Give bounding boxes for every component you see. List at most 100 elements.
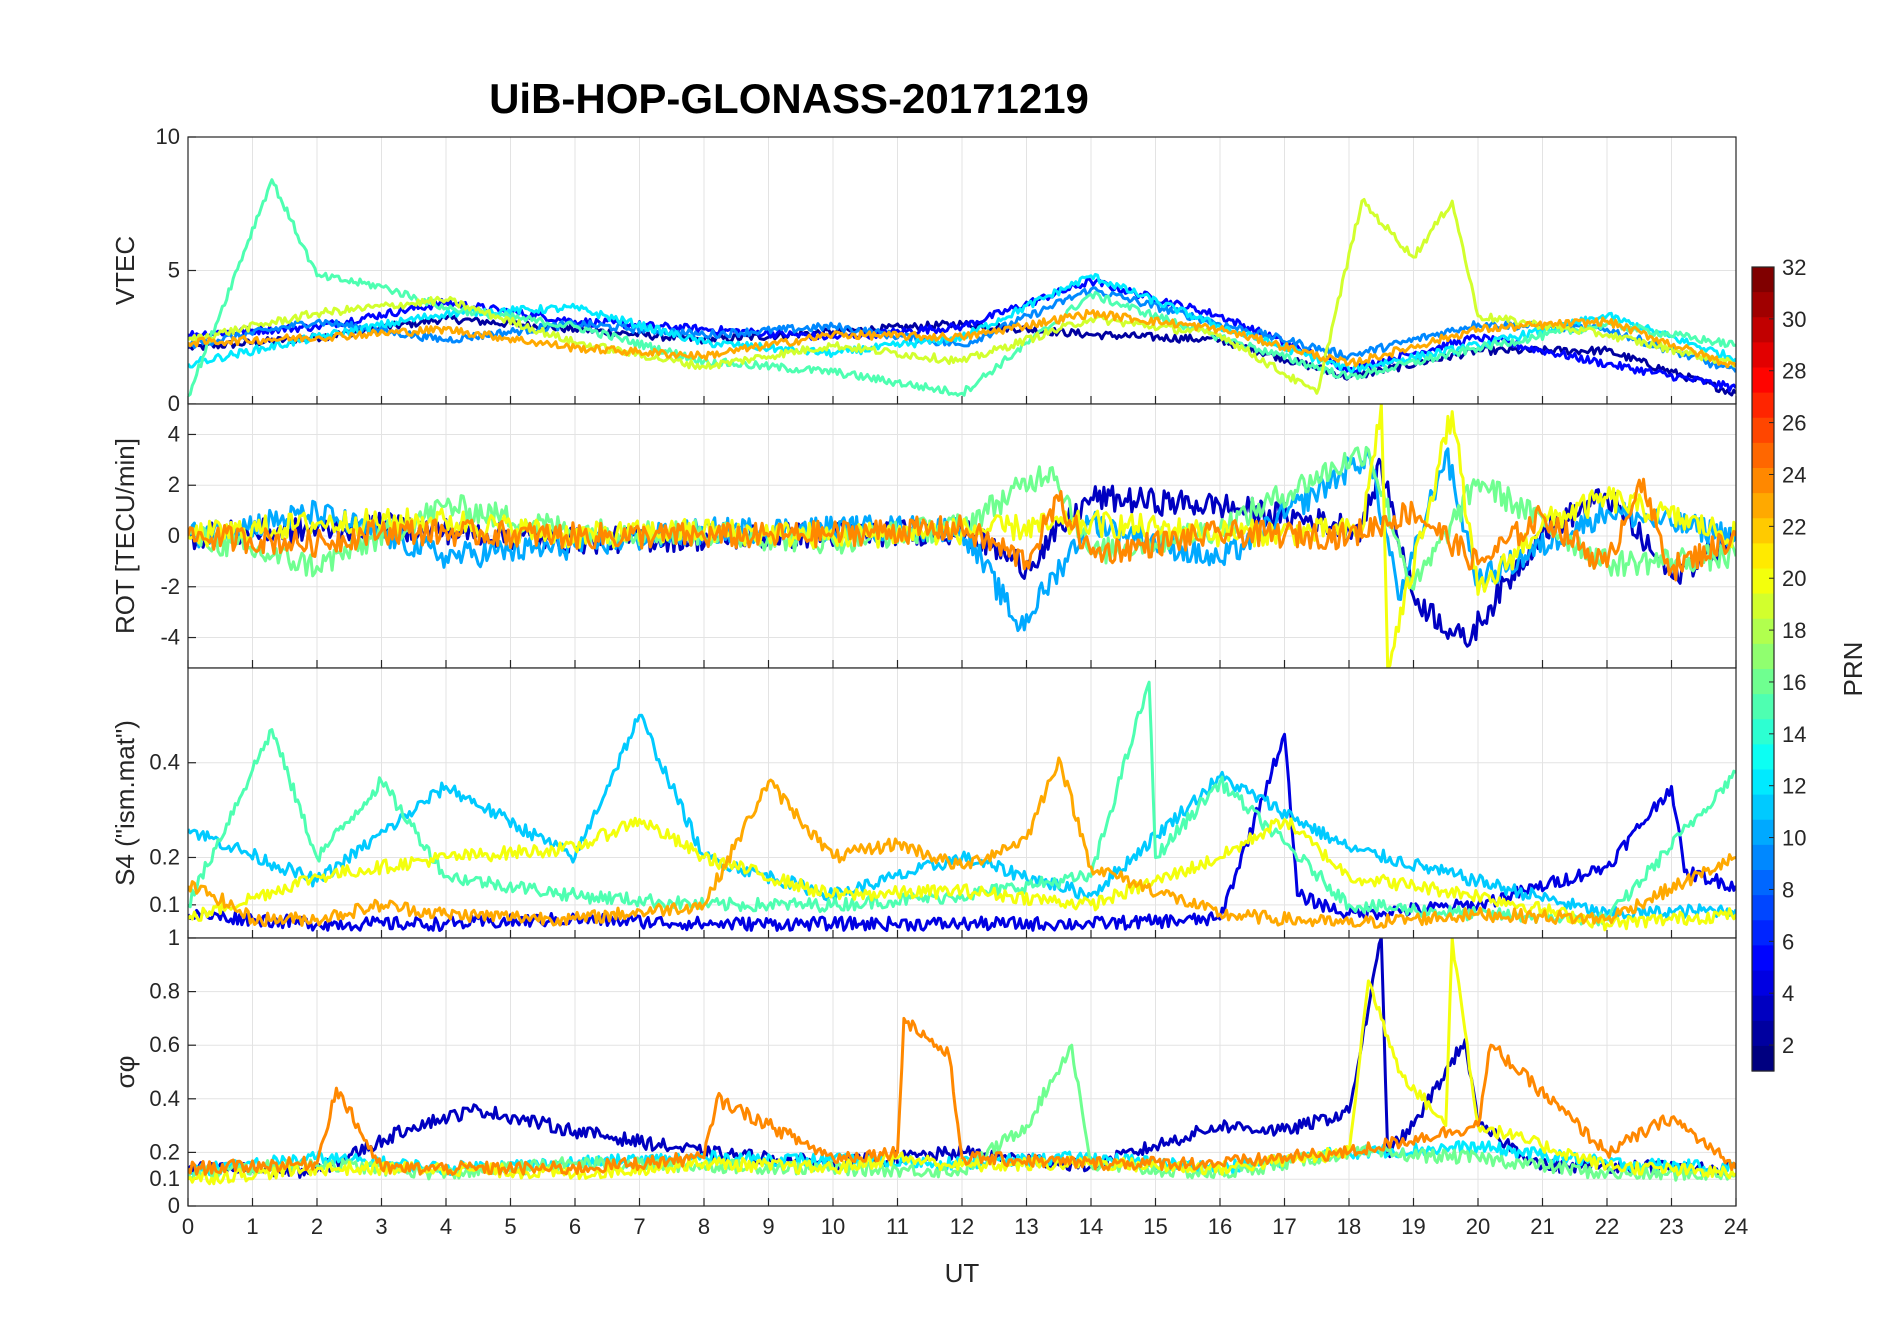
colorbar-tick-label: 16 [1782, 670, 1806, 695]
colorbar-tick-label: 24 [1782, 462, 1806, 487]
colorbar-segment [1752, 870, 1774, 896]
y-axis-label-s4: S4 ("ism.mat") [110, 720, 140, 886]
x-tick-label: 9 [762, 1214, 774, 1239]
colorbar-tick-label: 12 [1782, 774, 1806, 799]
colorbar-segment [1752, 292, 1774, 318]
colorbar-tick-label: 8 [1782, 877, 1794, 902]
y-tick-label: 5 [168, 258, 180, 283]
colorbar-segment [1752, 744, 1774, 771]
colorbar-segment [1752, 342, 1774, 369]
x-tick-label: 4 [440, 1214, 452, 1239]
series-line-prn-16 [188, 1043, 1736, 1182]
colorbar-segment [1752, 317, 1774, 343]
y-tick-label: 0.4 [149, 750, 180, 775]
series-line-prn-5 [188, 277, 1736, 393]
x-tick-label: 12 [950, 1214, 974, 1239]
colorbar-tick-label: 20 [1782, 566, 1806, 591]
series-line-prn-4 [188, 732, 1736, 932]
x-tick-label: 1 [246, 1214, 258, 1239]
colorbar-segment [1752, 1045, 1774, 1072]
series-line-prn-23 [188, 308, 1736, 369]
series-group-sigma [188, 938, 1736, 1186]
y-tick-label: 0.1 [149, 1166, 180, 1191]
x-tick-label: 21 [1530, 1214, 1554, 1239]
x-tick-label: 8 [698, 1214, 710, 1239]
colorbar-segment [1752, 468, 1774, 494]
colorbar-tick-label: 2 [1782, 1033, 1794, 1058]
x-tick-label: 6 [569, 1214, 581, 1239]
colorbar-tick-label: 18 [1782, 618, 1806, 643]
colorbar-segment [1752, 844, 1774, 871]
colorbar-segment [1752, 970, 1774, 997]
x-tick-label: 22 [1595, 1214, 1619, 1239]
series-line-prn-24 [188, 1016, 1736, 1176]
x-tick-label: 19 [1401, 1214, 1425, 1239]
y-tick-label: 0.6 [149, 1032, 180, 1057]
colorbar-segment [1752, 518, 1774, 544]
panel-sigma: 00.10.2 0.4 0.6 0.8 1 σφ [110, 925, 1737, 1218]
y-tick-label: 1 [168, 925, 180, 950]
colorbar-tick-label: 14 [1782, 722, 1806, 747]
colorbar-segment [1752, 267, 1774, 293]
x-tick-label: 24 [1724, 1214, 1748, 1239]
x-tick-label: 20 [1466, 1214, 1490, 1239]
x-tick-label: 18 [1337, 1214, 1361, 1239]
panel-sigma-frame [187, 937, 1737, 1207]
colorbar-segment [1752, 945, 1774, 972]
x-tick-label: 16 [1208, 1214, 1232, 1239]
colorbar-segment [1752, 995, 1774, 1022]
colorbar-tick-label: 22 [1782, 514, 1806, 539]
panel-vtec: 0 5 10 VTEC [110, 124, 1737, 416]
x-tick-label: 17 [1272, 1214, 1296, 1239]
y-axis-label-vtec: VTEC [110, 236, 140, 305]
colorbar-tick-label: 26 [1782, 411, 1806, 436]
y-tick-label: 0.1 [149, 892, 180, 917]
series-line-prn-19 [188, 198, 1736, 395]
colorbar-tick-label: 6 [1782, 929, 1794, 954]
series-group-vtec [188, 178, 1736, 398]
colorbar-segment [1752, 367, 1774, 394]
x-tick-label: 15 [1143, 1214, 1167, 1239]
y-tick-label: -2 [160, 574, 180, 599]
colorbar-tick-label: 28 [1782, 359, 1806, 384]
colorbar-frame [1751, 266, 1775, 1072]
x-tick-label: 2 [311, 1214, 323, 1239]
y-axis-label-sigma: σφ [110, 1056, 140, 1089]
colorbar-label: PRN [1838, 642, 1868, 697]
colorbar-tick-label: 4 [1782, 981, 1794, 1006]
colorbar-tick-label: 32 [1782, 255, 1806, 280]
x-tick-label: 13 [1014, 1214, 1038, 1239]
y-tick-label: 0.2 [149, 844, 180, 869]
colorbar-segment [1752, 392, 1774, 419]
x-tick-label: 0 [182, 1214, 194, 1239]
series-line-prn-11 [188, 713, 1736, 921]
y-tick-label: 0 [168, 523, 180, 548]
colorbar-segment [1752, 543, 1774, 570]
colorbar-segment [1752, 719, 1774, 745]
y-tick-label: 0 [168, 391, 180, 416]
series-line-prn-23 [188, 756, 1736, 929]
x-tick-label: 5 [504, 1214, 516, 1239]
series-group-s4 [188, 680, 1736, 932]
series-line-prn-15 [188, 178, 1736, 398]
colorbar-segment [1752, 568, 1774, 595]
colorbar-segment [1752, 493, 1774, 519]
panel-rot: -4 -2 0 2 4 ROT [TECU/min] [110, 403, 1737, 669]
colorbar-segment [1752, 769, 1774, 796]
colorbar-segment [1752, 920, 1774, 946]
x-axis-label: UT [945, 1258, 980, 1288]
x-tick-label: 7 [633, 1214, 645, 1239]
y-tick-label: 10 [156, 124, 180, 149]
colorbar-segment [1752, 643, 1774, 670]
panel-s4: 0.1 0.2 0.4 S4 ("ism.mat") [110, 667, 1737, 939]
x-tick-label: 14 [1079, 1214, 1103, 1239]
y-axis-label-rot: ROT [TECU/min] [110, 438, 140, 634]
colorbar-segment [1752, 1020, 1774, 1047]
colorbar-segment [1752, 618, 1774, 645]
series-line-prn-9 [188, 286, 1736, 373]
x-tick-label: 3 [375, 1214, 387, 1239]
colorbar-segment [1752, 442, 1774, 469]
x-tick-label: 10 [821, 1214, 845, 1239]
